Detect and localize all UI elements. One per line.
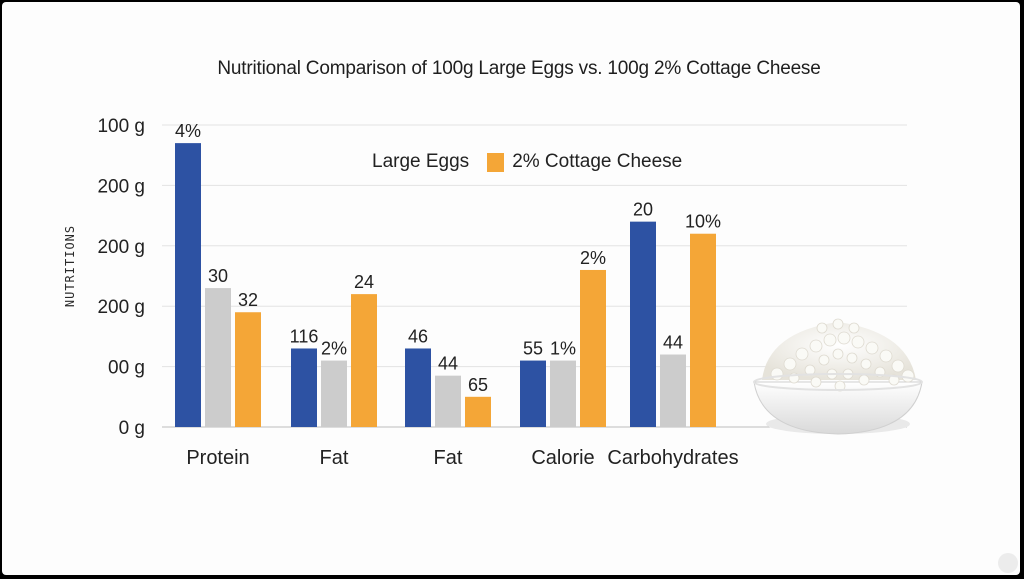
legend-label-cottage-cheese: 2% Cottage Cheese bbox=[512, 151, 683, 172]
x-tick-label: Carbohydrates bbox=[607, 447, 738, 469]
bar-data-label: 65 bbox=[468, 375, 488, 395]
bar-data-label: 1% bbox=[550, 339, 576, 359]
chart-title: Nutritional Comparison of 100g Large Egg… bbox=[217, 58, 821, 79]
bar-data-label: 2% bbox=[321, 339, 347, 359]
bar bbox=[205, 288, 231, 427]
bar bbox=[520, 360, 546, 427]
x-tick-label: Fat bbox=[434, 447, 463, 469]
y-tick-label: 200 g bbox=[97, 297, 145, 318]
bar-data-label: 44 bbox=[663, 333, 683, 353]
bar bbox=[580, 269, 606, 427]
bar bbox=[550, 360, 576, 427]
bar-data-label: 24 bbox=[354, 272, 374, 292]
bar bbox=[351, 294, 377, 427]
bar-data-label: 116 bbox=[290, 326, 319, 346]
bar-data-label: 4% bbox=[175, 121, 201, 141]
legend-swatch-cottage-cheese bbox=[487, 152, 505, 172]
y-tick-label: 200 g bbox=[97, 176, 145, 197]
x-tick-label: Calorie bbox=[531, 447, 594, 469]
y-tick-label: 0 g bbox=[119, 418, 145, 439]
bar bbox=[630, 221, 656, 427]
bar-data-label: 32 bbox=[238, 290, 258, 310]
bar bbox=[435, 375, 461, 427]
bar bbox=[465, 396, 491, 427]
y-tick-label: 200 g bbox=[97, 237, 145, 258]
watermark-badge bbox=[998, 553, 1018, 573]
bar-data-label: 44 bbox=[438, 354, 458, 374]
bar-data-label: 20 bbox=[633, 200, 653, 220]
bar bbox=[690, 233, 716, 427]
legend-label-large-eggs: Large Eggs bbox=[372, 151, 470, 172]
bar bbox=[175, 143, 201, 427]
legend: Large Eggs 2% Cottage Cheese bbox=[372, 151, 682, 173]
y-tick-label: 00 g bbox=[108, 358, 145, 379]
bar-data-label: 10% bbox=[685, 212, 721, 232]
bar bbox=[321, 360, 347, 427]
y-tick-label: 100 g bbox=[97, 116, 145, 137]
bar bbox=[405, 348, 431, 427]
bar-data-label: 2% bbox=[580, 248, 606, 268]
bar bbox=[291, 348, 317, 427]
bar bbox=[660, 354, 686, 427]
x-tick-label: Protein bbox=[186, 447, 249, 469]
bar-data-label: 55 bbox=[523, 339, 543, 359]
x-tick-label: Fat bbox=[320, 447, 349, 469]
bar-data-label: 46 bbox=[408, 326, 428, 346]
bar bbox=[235, 312, 261, 427]
bar-data-label: 30 bbox=[208, 266, 228, 286]
